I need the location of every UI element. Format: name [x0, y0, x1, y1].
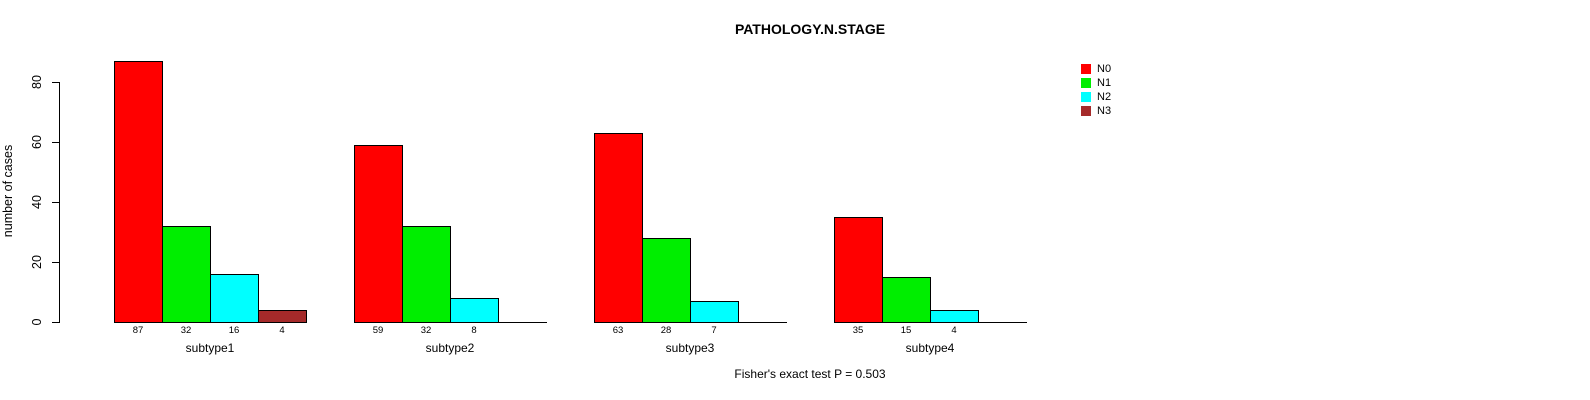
bar-value-label: 4	[279, 325, 285, 336]
legend-swatch	[1081, 64, 1091, 74]
bar-value-label: 32	[420, 325, 432, 336]
legend-item: N3	[1081, 104, 1111, 118]
bar-value-label: 15	[900, 325, 912, 336]
bar-value-label: 28	[660, 325, 672, 336]
bar-subtype4-N1	[882, 277, 931, 323]
bar-subtype1-N3	[258, 310, 307, 323]
bar-value-label: 63	[612, 325, 624, 336]
y-tick-mark	[52, 322, 59, 323]
y-tick-mark	[52, 142, 59, 143]
legend-label: N3	[1097, 105, 1112, 117]
bar-value-label: 32	[180, 325, 192, 336]
bar-subtype3-N2	[690, 301, 739, 323]
legend-label: N0	[1097, 63, 1112, 75]
y-tick-label: 20	[30, 255, 44, 269]
y-tick-label: 60	[30, 135, 44, 149]
bar-subtype4-N2	[930, 310, 979, 323]
legend-item: N1	[1081, 76, 1111, 90]
bar-value-label: 4	[951, 325, 957, 336]
y-tick-mark	[52, 82, 59, 83]
bar-value-label: 16	[228, 325, 240, 336]
bar-subtype4-N0	[834, 217, 883, 323]
bar-subtype3-N0	[594, 133, 643, 323]
bar-subtype1-N0	[114, 61, 163, 323]
legend-swatch	[1081, 78, 1091, 88]
bar-subtype2-N2	[450, 298, 499, 323]
legend: N0 N1 N2 N3	[1081, 62, 1111, 118]
legend-item: N2	[1081, 90, 1111, 104]
fisher-test-annotation: Fisher's exact test P = 0.503	[734, 367, 886, 381]
legend-swatch	[1081, 106, 1091, 116]
y-tick-mark	[52, 262, 59, 263]
bar-value-label: 7	[711, 325, 717, 336]
bar-value-label: 87	[132, 325, 144, 336]
bar-subtype1-N2	[210, 274, 259, 323]
bar-value-label: 35	[852, 325, 864, 336]
zero-bar-subtype3-N3	[738, 322, 787, 323]
bar-value-label: 59	[372, 325, 384, 336]
bar-subtype3-N1	[642, 238, 691, 323]
bar-subtype1-N1	[162, 226, 211, 323]
zero-bar-subtype2-N3	[498, 322, 547, 323]
group-label: subtype2	[425, 341, 475, 355]
bar-value-label: 8	[471, 325, 477, 336]
legend-item: N0	[1081, 62, 1111, 76]
y-axis-line	[59, 82, 60, 323]
legend-label: N1	[1097, 77, 1112, 89]
y-tick-label: 0	[30, 318, 44, 326]
bar-subtype2-N1	[402, 226, 451, 323]
group-label: subtype1	[185, 341, 235, 355]
zero-bar-subtype4-N3	[978, 322, 1027, 323]
y-tick-mark	[52, 202, 59, 203]
group-label: subtype3	[665, 341, 715, 355]
group-label: subtype4	[905, 341, 955, 355]
y-tick-label: 80	[30, 75, 44, 89]
legend-label: N2	[1097, 91, 1112, 103]
legend-swatch	[1081, 92, 1091, 102]
bar-subtype2-N0	[354, 145, 403, 323]
y-tick-label: 40	[30, 195, 44, 209]
chart-title: PATHOLOGY.N.STAGE	[734, 21, 886, 37]
